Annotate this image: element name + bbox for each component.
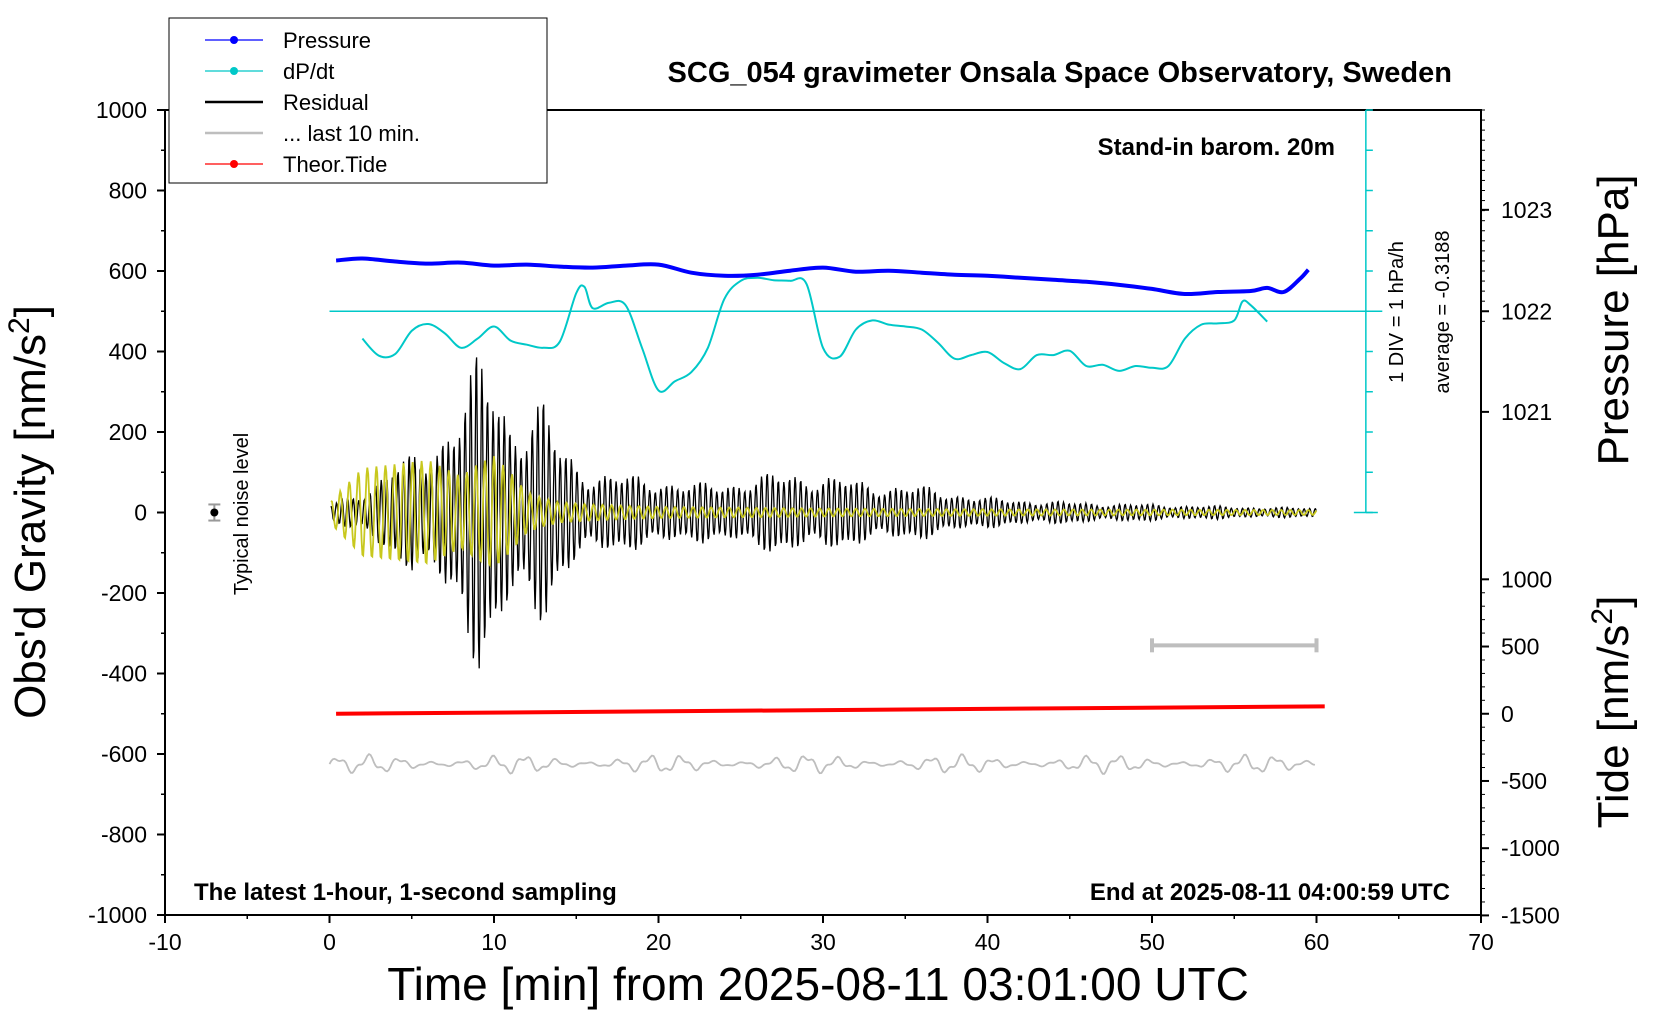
y-axis-title-left: Obs'd Gravity [nm/s2]: [3, 305, 56, 719]
x-tick-label: 30: [810, 929, 836, 955]
x-tick-label: 20: [646, 929, 672, 955]
y-tick-label: 800: [109, 178, 147, 204]
noise-level-label: Typical noise level: [231, 433, 253, 595]
filtered-residual-line: [330, 456, 1318, 569]
legend-label: dP/dt: [283, 59, 334, 84]
tide-tick-label: 0: [1501, 701, 1514, 727]
chart-title: SCG_054 gravimeter Onsala Space Observat…: [668, 57, 1452, 89]
noise-marker: [210, 508, 219, 517]
residual-line: [330, 357, 1317, 669]
legend-label: Residual: [283, 90, 369, 115]
end-time-label: End at 2025-08-11 04:00:59 UTC: [1090, 879, 1450, 906]
legend-label: Theor.Tide: [283, 152, 387, 177]
div-label: 1 DIV = 1 hPa/h: [1386, 241, 1408, 383]
average-label: average = -0.3188: [1432, 231, 1454, 394]
y-tick-label: -600: [101, 741, 147, 767]
legend-marker: [230, 36, 238, 44]
tide-tick-label: -500: [1501, 768, 1547, 794]
dpdt-line: [361, 276, 1268, 393]
x-tick-label: 50: [1139, 929, 1165, 955]
stand-in-label: Stand-in barom. 20m: [1098, 134, 1335, 161]
x-tick-label: -10: [148, 929, 181, 955]
x-tick-label: 10: [481, 929, 507, 955]
x-tick-label: 70: [1468, 929, 1494, 955]
axis-ticks: -10 0 10 20 30 40 50 60 70 -1000 -800 -600 -400 -200 0…: [88, 97, 1560, 955]
y-tick-label: -1000: [88, 902, 147, 928]
legend-label: Pressure: [283, 28, 371, 53]
pressure-line: [335, 256, 1310, 297]
legend: Pressure dP/dt Residual ... last 10 min. The…: [168, 17, 548, 184]
sampling-label: The latest 1-hour, 1-second sampling: [194, 879, 617, 906]
y-tick-label: 400: [109, 339, 147, 365]
series-layer: [208, 109, 1383, 775]
x-axis-title: Time [min] from 2025-08-11 03:01:00 UTC: [387, 958, 1249, 1010]
y-tick-label: -400: [101, 661, 147, 687]
y-tick-label: 0: [134, 500, 147, 526]
x-tick-label: 0: [323, 929, 336, 955]
pressure-tick-label: 1022: [1501, 298, 1552, 324]
pressure-tick-label: 1023: [1501, 197, 1552, 223]
tide-tick-label: -1000: [1501, 835, 1560, 861]
y-tick-label: 600: [109, 258, 147, 284]
y-tick-label: -200: [101, 580, 147, 606]
y-tick-label: 1000: [96, 97, 147, 123]
legend-marker: [230, 160, 238, 168]
last10-line: [328, 752, 1316, 775]
tide-tick-label: 500: [1501, 634, 1539, 660]
x-tick-label: 60: [1304, 929, 1330, 955]
y-tick-label: 200: [109, 419, 147, 445]
tide-axis-title: Tide [nm/s2]: [1586, 596, 1639, 829]
x-tick-label: 40: [975, 929, 1001, 955]
legend-box: [168, 17, 548, 184]
tide-tick-label: 1000: [1501, 566, 1552, 592]
pressure-axis-title: Pressure [hPa]: [1589, 174, 1638, 465]
tide-tick-label: -1500: [1501, 902, 1560, 928]
pressure-tick-label: 1021: [1501, 399, 1552, 425]
tide-line: [336, 704, 1325, 716]
legend-marker: [230, 67, 238, 75]
y-tick-label: -800: [101, 822, 147, 848]
legend-label: ... last 10 min.: [283, 121, 420, 146]
